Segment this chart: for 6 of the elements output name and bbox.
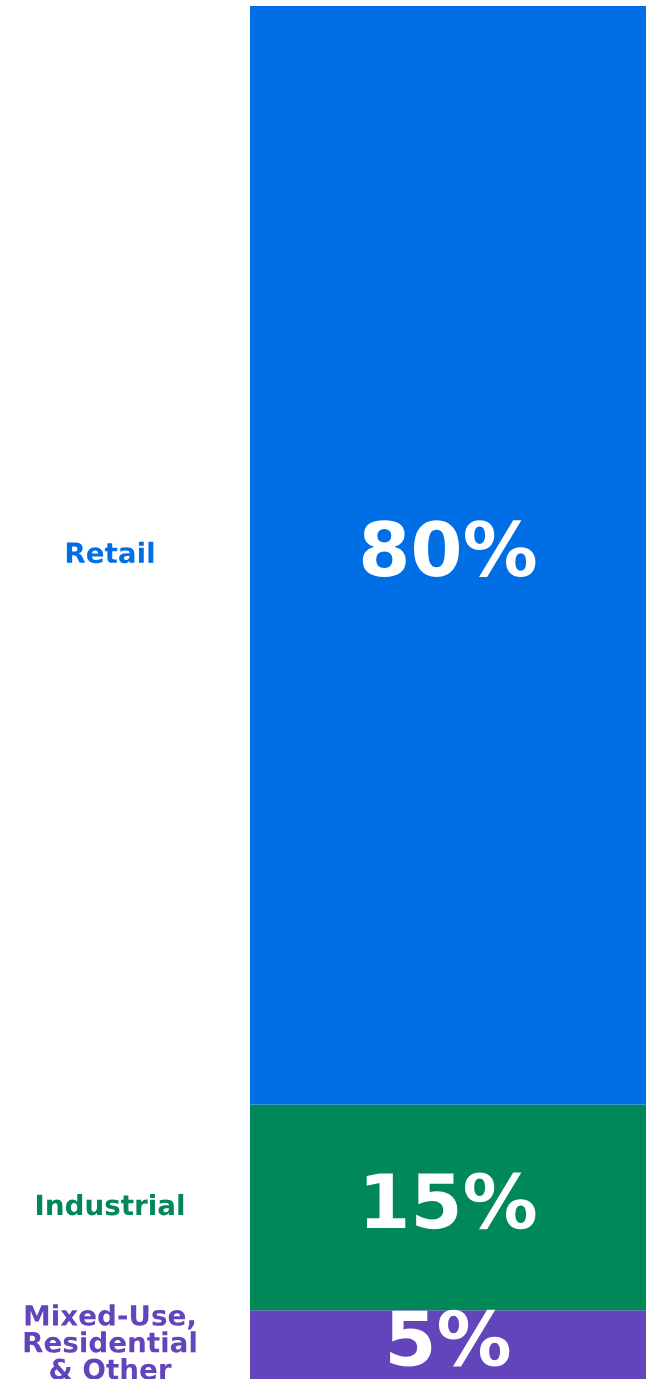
text: Industrial xyxy=(37,1193,184,1216)
data-label: 80% xyxy=(362,520,536,577)
data-label: 15% xyxy=(366,1172,536,1230)
data-label: 5% xyxy=(390,1309,510,1367)
series-label: Mixed-Use, Residential & Other xyxy=(24,1304,196,1379)
text: Retail xyxy=(66,541,154,564)
